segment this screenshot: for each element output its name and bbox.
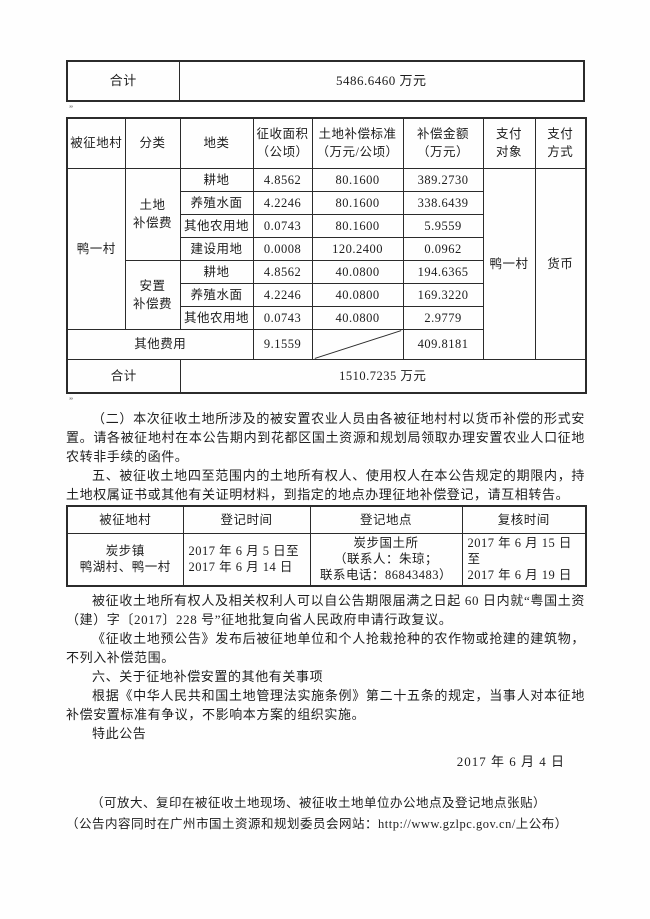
paragraph-section-six: 六、关于征地补偿安置的其他有关事项 [92, 669, 324, 684]
total-label: 合计 [66, 358, 181, 394]
paragraph-registration-notice: 五、被征收土地四至范围内的土地所有权人、使用权人在本公告规定的期限内，持土地权属… [66, 468, 585, 502]
paragraph-dispute: 根据《中华人民共和国土地管理法实施条例》第二十五条的规定，当事人对本征地补偿安置… [66, 688, 585, 722]
standard-cell: 80.1600 [311, 190, 404, 215]
land-type-cell: 耕地 [179, 259, 254, 284]
header-land-type: 地类 [179, 117, 254, 169]
paragraph-no-compensation: 《征收土地预公告》发布后被征地单位和个人抢栽抢种的农作物或抢建的建筑物，不列入补… [66, 631, 585, 665]
header-amount: 补偿金额 （万元） [402, 117, 484, 169]
table-row: 鸭一村 土地 补偿费 耕地 4.8562 80.1600 389.2730 鸭一… [66, 167, 587, 360]
table-row: 其他农用地 0.0743 80.1600 5.9559 [67, 213, 586, 238]
pay-method-cell: 货币 [534, 167, 587, 360]
table-row: 养殖水面 4.2246 80.1600 338.6439 [67, 190, 586, 215]
other-fees-label: 其他费用 [66, 328, 254, 360]
announcement-date: 2017 年 6 月 4 日 [456, 754, 565, 769]
area-cell: 0.0743 [252, 305, 313, 330]
standard-cell: 80.1600 [311, 213, 404, 238]
category-land-comp-cell: 土地 补偿费 [124, 167, 181, 261]
registration-table: 被征地村 登记时间 登记地点 复核时间 炭步镇 鸭湖村、鸭一村 2017 年 6… [66, 505, 587, 587]
prev-total-label: 合计 [66, 60, 180, 102]
amount-cell: 5.9559 [402, 213, 484, 238]
footer-posting-note: （可放大、复印在被征收土地现场、被征收土地单位办公地点及登记地点张贴） [91, 796, 547, 810]
total-row: 合计 1510.7235 万元 [66, 358, 587, 394]
paragraph-resettlement: （二）本次征收土地所涉及的被安置农业人员由各被征地村村以货币补偿的形式安置。请各… [66, 411, 585, 464]
header-pay-method: 支付 方式 [534, 117, 587, 169]
footer-website-note: （公告内容同时在广州市国土资源和规划委员会网站：http://www.gzlpc… [66, 817, 568, 831]
village-cell: 鸭一村 [66, 167, 126, 330]
table-row: 炭步镇 鸭湖村、鸭一村 2017 年 6 月 5 日至 2017 年 6 月 1… [66, 532, 587, 587]
table-row: 合计 5486.6460 万元 [66, 60, 585, 102]
header-village: 被征地村 [66, 117, 126, 169]
paragraph-review-rights: 被征收土地所有权人及相关权利人可以自公告期限届满之日起 60 日内就“粤国土资（… [66, 593, 585, 627]
header-reg-place: 登记地点 [309, 505, 463, 534]
total-value: 1510.7235 万元 [179, 358, 587, 394]
land-type-cell: 养殖水面 [179, 282, 254, 307]
pay-target-cell: 鸭一村 [482, 167, 536, 360]
table-header-row: 被征地村 登记时间 登记地点 复核时间 [66, 505, 587, 534]
land-type-cell: 其他农用地 [179, 305, 254, 330]
header-review-time: 复核时间 [461, 505, 587, 534]
reg-place-cell: 炭步国土所 （联系人：朱琼； 联系电话：86843483） [309, 532, 463, 587]
diagonal-line [313, 330, 403, 359]
area-cell: 0.0008 [252, 236, 313, 261]
table-row: 安置 补偿费 耕地 4.8562 40.0800 194.6365 [67, 259, 586, 330]
other-fees-area: 9.1559 [252, 328, 313, 360]
header-village: 被征地村 [66, 505, 184, 534]
land-type-cell: 耕地 [179, 167, 254, 192]
land-type-cell: 建设用地 [179, 236, 254, 261]
document-content: 合计 5486.6460 万元 ” 被征地村 分类 地类 征收面积 [66, 0, 587, 835]
standard-cell: 120.2400 [311, 236, 404, 261]
other-fees-amount: 409.8181 [402, 328, 484, 360]
header-category: 分类 [124, 117, 181, 169]
diagonal-blank-cell [311, 328, 404, 360]
compensation-table: 被征地村 分类 地类 征收面积 （公顷） 土地补偿标准 （万元/公顷） 补偿金额… [66, 117, 587, 394]
footer-notes: （可放大、复印在被征收土地现场、被征收土地单位办公地点及登记地点张贴） （公告内… [66, 793, 585, 835]
table-header-row: 被征地村 分类 地类 征收面积 （公顷） 土地补偿标准 （万元/公顷） 补偿金额… [66, 117, 587, 169]
amount-cell: 2.9779 [402, 305, 484, 330]
standard-cell: 80.1600 [311, 167, 404, 192]
paragraph-hereby-announce: 特此公告 [92, 726, 147, 741]
table-row: 建设用地 0.0008 120.2400 0.0962 [67, 236, 586, 261]
header-pay-target: 支付 对象 [482, 117, 536, 169]
scan-artifact-mark: ” [69, 396, 73, 406]
reg-village-cell: 炭步镇 鸭湖村、鸭一村 [66, 532, 184, 587]
land-type-cell: 其他农用地 [179, 213, 254, 238]
amount-cell: 0.0962 [402, 236, 484, 261]
reg-time-cell: 2017 年 6 月 5 日至 2017 年 6 月 14 日 [182, 532, 311, 587]
amount-cell: 169.3220 [402, 282, 484, 307]
amount-cell: 338.6439 [402, 190, 484, 215]
header-area: 征收面积 （公顷） [252, 117, 313, 169]
amount-cell: 389.2730 [402, 167, 484, 192]
standard-cell: 40.0800 [311, 282, 404, 307]
amount-cell: 194.6365 [402, 259, 484, 284]
scan-artifact-mark: ” [69, 104, 73, 114]
header-reg-time: 登记时间 [182, 505, 311, 534]
area-cell: 4.8562 [252, 259, 313, 284]
previous-table-total: 合计 5486.6460 万元 [66, 60, 585, 102]
area-cell: 4.8562 [252, 167, 313, 192]
review-time-cell: 2017 年 6 月 15 日至 2017 年 6 月 19 日 [461, 532, 587, 587]
header-standard: 土地补偿标准 （万元/公顷） [311, 117, 404, 169]
standard-cell: 40.0800 [311, 259, 404, 284]
area-cell: 0.0743 [252, 213, 313, 238]
category-resettle-comp-cell: 安置 补偿费 [124, 259, 181, 330]
prev-total-value: 5486.6460 万元 [178, 60, 585, 102]
land-type-cell: 养殖水面 [179, 190, 254, 215]
area-cell: 4.2246 [252, 282, 313, 307]
standard-cell: 40.0800 [311, 305, 404, 330]
table-row: 其他农用地 0.0743 40.0800 2.9779 [67, 305, 586, 330]
area-cell: 4.2246 [252, 190, 313, 215]
